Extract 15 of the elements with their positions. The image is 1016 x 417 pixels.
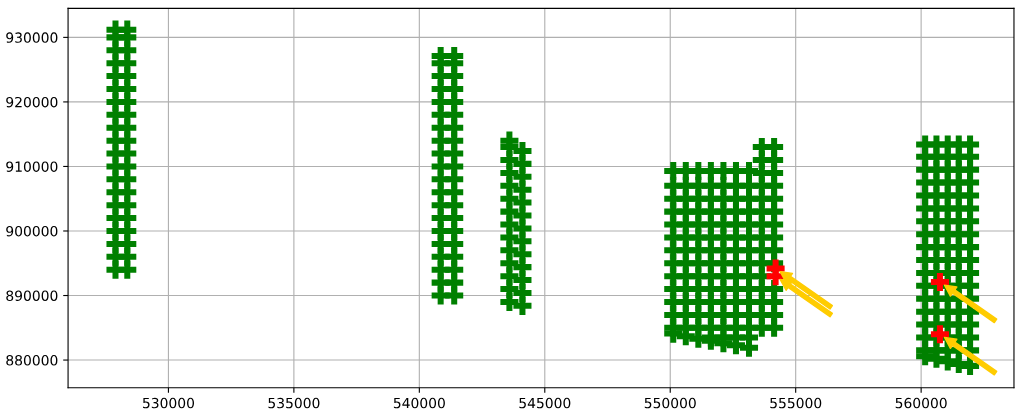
y-tick-label: 880000 [6,355,58,366]
x-tick-label: 550000 [644,397,696,409]
y-tick-label: 900000 [6,225,58,237]
y-tick-label: 920000 [6,96,58,108]
x-tick-label: 555000 [770,397,822,409]
y-tick-label: 910000 [6,161,58,172]
x-tick-label: 560000 [895,397,947,409]
x-tick-label: 545000 [519,397,571,409]
y-tick-label: 890000 [6,290,58,301]
point [513,141,532,160]
x-tick-label: 530000 [142,397,195,409]
x-tick-label: 535000 [268,397,320,409]
y-tick-label: 930000 [6,32,58,43]
point [930,272,949,291]
x-tick-label: 540000 [393,397,445,409]
